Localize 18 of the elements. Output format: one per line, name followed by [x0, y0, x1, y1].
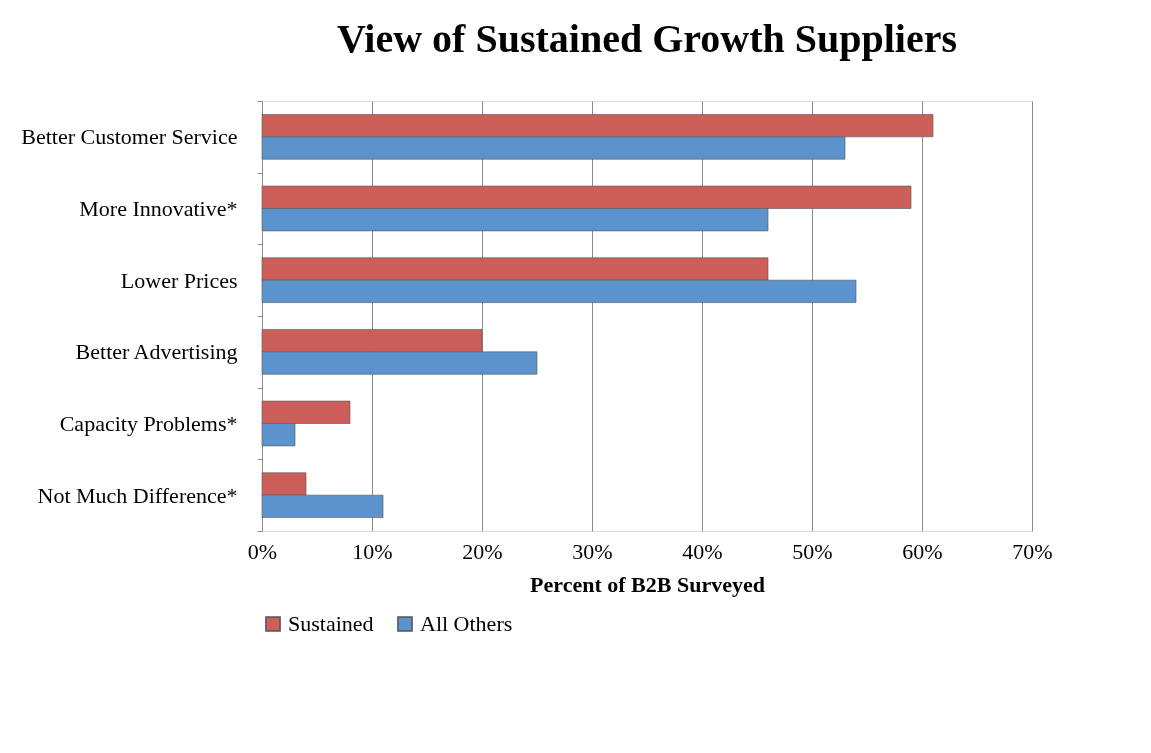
y-tick-label: Capacity Problems* — [59, 411, 238, 436]
y-tick-label: More Innovative* — [79, 196, 238, 221]
legend-label: Sustained — [288, 611, 374, 636]
legend-label: All Others — [420, 611, 513, 636]
x-tick-label: 50% — [792, 538, 833, 564]
x-tick-label: 20% — [462, 538, 503, 564]
x-tick-label: 70% — [1012, 538, 1053, 564]
y-tick-label: Better Advertising — [75, 339, 238, 365]
y-tick-label: Better Customer Service — [21, 124, 238, 150]
y-tick-label: Lower Prices — [120, 267, 238, 293]
x-tick-label: 10% — [352, 538, 393, 564]
x-tick-label: 60% — [902, 538, 943, 564]
x-tick-label: 30% — [572, 538, 613, 564]
x-tick-label: 0% — [247, 538, 278, 564]
chart-title: View of Sustained Growth Suppliers — [336, 16, 958, 61]
y-tick-label: Not Much Difference* — [37, 482, 238, 508]
x-tick-label: 40% — [682, 538, 723, 564]
x-axis-title: Percent of B2B Surveyed — [530, 571, 765, 597]
